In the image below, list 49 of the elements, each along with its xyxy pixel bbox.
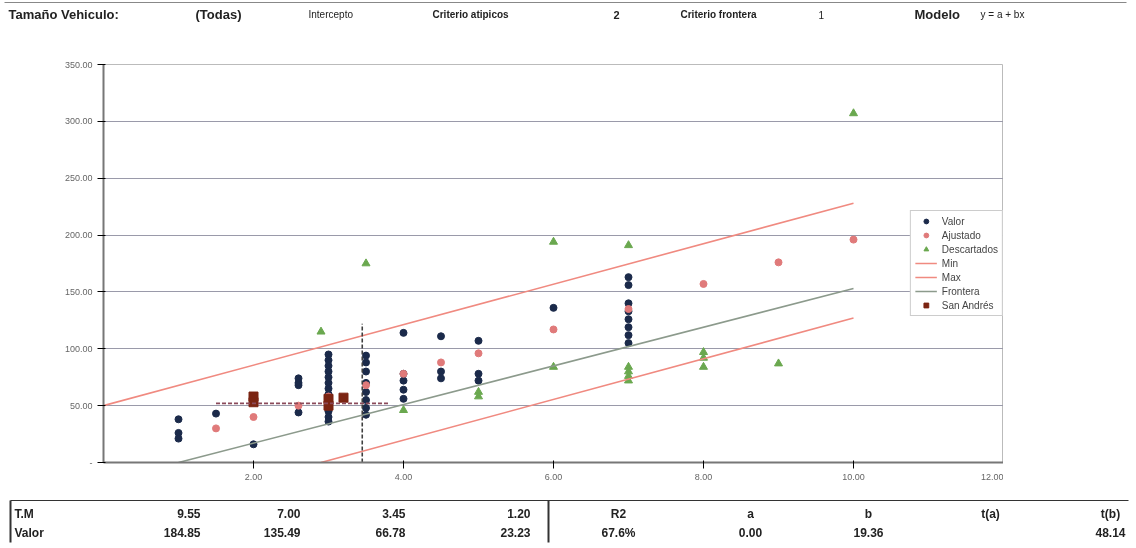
text: 7.00	[277, 507, 301, 521]
text: 135.49	[263, 526, 301, 540]
y-tick-label: 150.00	[64, 286, 93, 297]
x-tick-label: 6.00	[544, 471, 563, 482]
x-tick-label: 10.00	[842, 471, 865, 482]
y-tick-label: 300.00	[64, 116, 93, 127]
y-tick-label: 50.00	[69, 400, 93, 411]
x-tick-label: 12.00	[980, 471, 1004, 482]
legend-label: Descartados	[941, 243, 998, 255]
text: Criterio frontera	[680, 9, 758, 20]
y-tick-label: 100.00	[64, 343, 93, 354]
text: 9.55	[177, 507, 201, 521]
text: Modelo	[914, 7, 961, 22]
text: Valor	[14, 525, 45, 540]
text: 1.20	[507, 507, 531, 521]
text: R2	[610, 506, 627, 521]
legend-label: Max	[941, 271, 962, 283]
y-tick-label: -	[89, 457, 93, 468]
text: 1	[818, 9, 825, 21]
text: T.M	[14, 506, 34, 521]
text: 0.00	[738, 526, 763, 540]
legend-label: San Andrés	[941, 299, 994, 311]
legend-label: Min	[941, 257, 959, 269]
text: 19.36	[853, 526, 884, 540]
text: Tamaño Vehiculo:	[8, 7, 119, 22]
text: t(b)	[1100, 506, 1121, 521]
text: y = a + bx	[980, 9, 1025, 20]
x-tick-label: 8.00	[694, 471, 713, 482]
text: 66.78	[375, 526, 406, 540]
text: 23.23	[500, 526, 531, 540]
text: Intercepto	[308, 9, 354, 20]
text: (Todas)	[195, 7, 242, 22]
text: 48.14	[1095, 526, 1126, 540]
y-tick-label: 350.00	[64, 59, 93, 70]
text: b	[864, 506, 873, 521]
legend-label: Valor	[941, 215, 965, 227]
text: 3.45	[382, 507, 406, 521]
text: 67.6%	[601, 525, 636, 540]
x-tick-label: 2.00	[244, 471, 263, 482]
text: 184.85	[163, 526, 201, 540]
legend-label: Ajustado	[941, 229, 981, 241]
text: a	[747, 506, 755, 521]
text: t(a)	[981, 506, 1000, 521]
y-tick-label: 200.00	[64, 230, 93, 241]
text: Criterio atipicos	[432, 9, 510, 20]
x-tick-label: 4.00	[394, 471, 413, 482]
legend-label: Frontera	[941, 285, 980, 297]
text: 2	[613, 8, 620, 21]
y-tick-label: 250.00	[64, 173, 93, 184]
